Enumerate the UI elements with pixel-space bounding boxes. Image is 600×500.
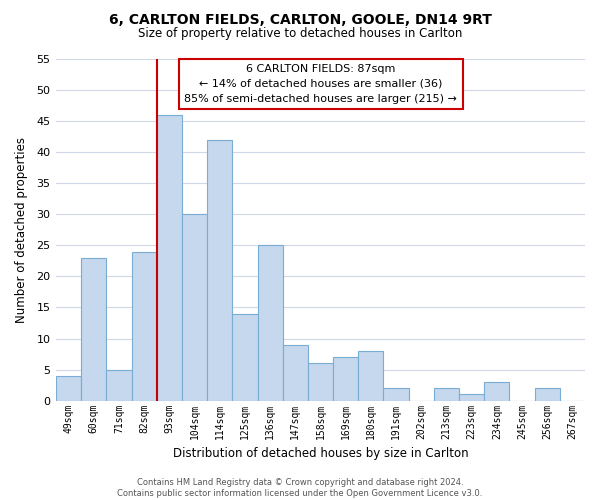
Bar xyxy=(283,344,308,401)
Bar xyxy=(157,115,182,401)
Bar xyxy=(383,388,409,400)
Bar xyxy=(56,376,81,400)
Bar xyxy=(333,357,358,401)
Bar xyxy=(257,246,283,400)
Bar xyxy=(232,314,257,400)
Bar xyxy=(182,214,207,400)
Bar xyxy=(207,140,232,400)
Bar xyxy=(81,258,106,400)
Text: Size of property relative to detached houses in Carlton: Size of property relative to detached ho… xyxy=(138,28,462,40)
Bar xyxy=(358,351,383,401)
Bar xyxy=(484,382,509,400)
Text: Contains HM Land Registry data © Crown copyright and database right 2024.
Contai: Contains HM Land Registry data © Crown c… xyxy=(118,478,482,498)
Bar xyxy=(434,388,459,400)
Bar xyxy=(106,370,131,400)
Bar xyxy=(535,388,560,400)
Bar xyxy=(308,364,333,401)
Bar xyxy=(131,252,157,400)
Text: 6 CARLTON FIELDS: 87sqm
← 14% of detached houses are smaller (36)
85% of semi-de: 6 CARLTON FIELDS: 87sqm ← 14% of detache… xyxy=(184,64,457,104)
Text: 6, CARLTON FIELDS, CARLTON, GOOLE, DN14 9RT: 6, CARLTON FIELDS, CARLTON, GOOLE, DN14 … xyxy=(109,12,491,26)
Y-axis label: Number of detached properties: Number of detached properties xyxy=(15,137,28,323)
X-axis label: Distribution of detached houses by size in Carlton: Distribution of detached houses by size … xyxy=(173,447,469,460)
Bar xyxy=(459,394,484,400)
